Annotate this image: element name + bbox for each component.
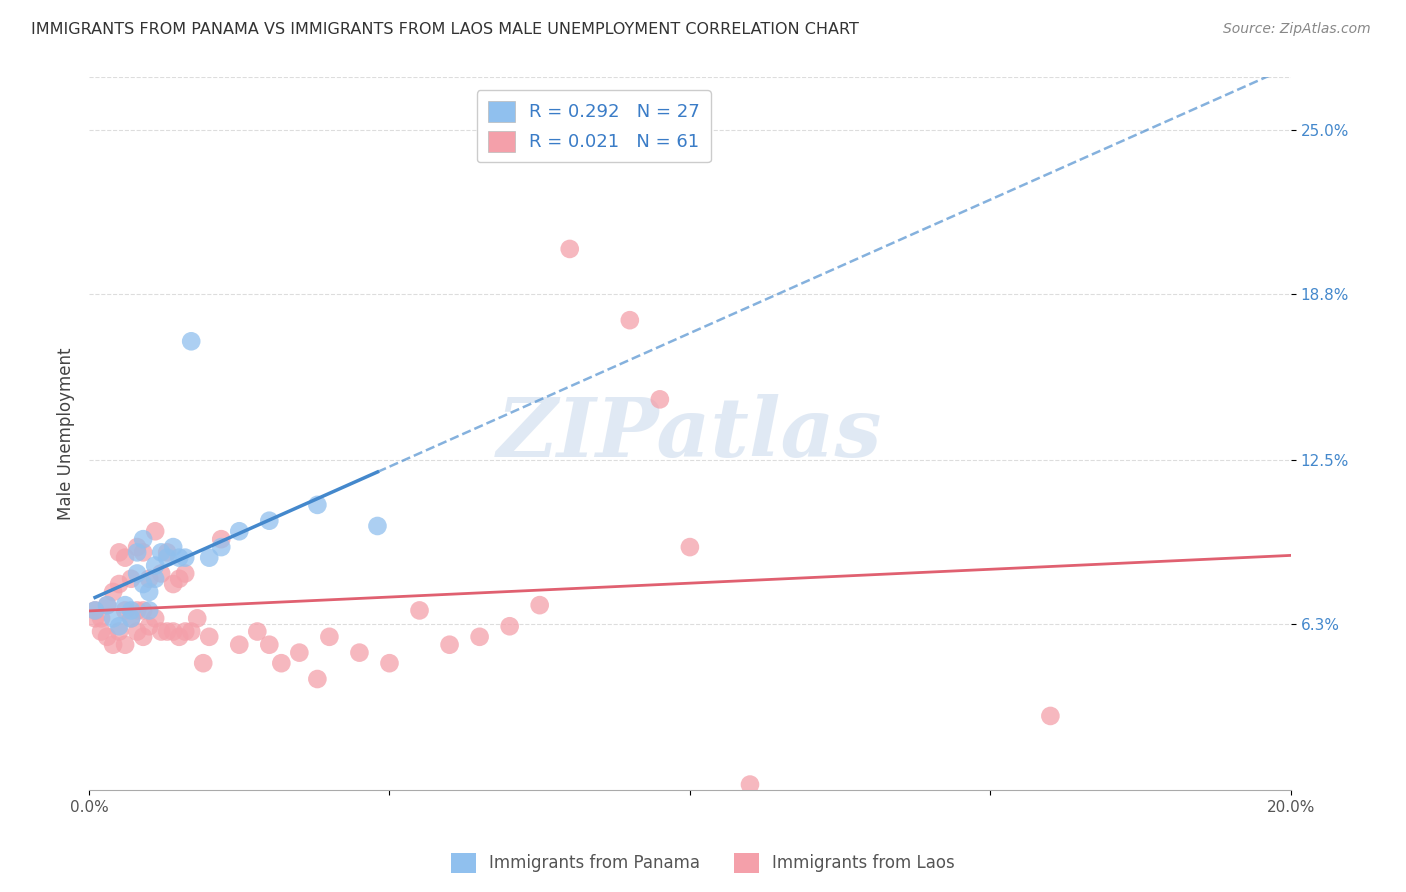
Point	[619, 313, 641, 327]
Point	[246, 624, 269, 639]
Point	[259, 514, 281, 528]
Point	[186, 611, 208, 625]
Point	[167, 572, 190, 586]
Point	[468, 630, 491, 644]
Point	[127, 624, 149, 639]
Point	[270, 656, 292, 670]
Point	[90, 624, 112, 639]
Point	[108, 619, 131, 633]
Point	[679, 540, 702, 554]
Point	[378, 656, 401, 670]
Point	[318, 630, 340, 644]
Text: ZIPatlas: ZIPatlas	[498, 393, 883, 474]
Point	[101, 638, 124, 652]
Point	[558, 242, 581, 256]
Point	[156, 550, 179, 565]
Point	[138, 585, 160, 599]
Point	[127, 545, 149, 559]
Point	[132, 545, 155, 559]
Point	[132, 603, 155, 617]
Point	[114, 638, 136, 652]
Point	[307, 498, 329, 512]
Point	[114, 598, 136, 612]
Point	[108, 545, 131, 559]
Point	[167, 630, 190, 644]
Point	[259, 638, 281, 652]
Point	[228, 638, 250, 652]
Point	[138, 603, 160, 617]
Point	[150, 566, 173, 581]
Point	[84, 603, 107, 617]
Text: Source: ZipAtlas.com: Source: ZipAtlas.com	[1223, 22, 1371, 37]
Point	[408, 603, 430, 617]
Point	[307, 672, 329, 686]
Point	[90, 611, 112, 625]
Point	[498, 619, 520, 633]
Point	[162, 540, 184, 554]
Point	[143, 558, 166, 573]
Legend: Immigrants from Panama, Immigrants from Laos: Immigrants from Panama, Immigrants from …	[444, 847, 962, 880]
Point	[84, 603, 107, 617]
Point	[132, 577, 155, 591]
Point	[114, 603, 136, 617]
Point	[143, 611, 166, 625]
Point	[193, 656, 215, 670]
Point	[114, 550, 136, 565]
Point	[349, 646, 371, 660]
Legend: R = 0.292   N = 27, R = 0.021   N = 61: R = 0.292 N = 27, R = 0.021 N = 61	[477, 90, 711, 162]
Point	[174, 566, 197, 581]
Point	[108, 624, 131, 639]
Point	[127, 603, 149, 617]
Point	[127, 540, 149, 554]
Point	[439, 638, 461, 652]
Point	[162, 624, 184, 639]
Point	[84, 611, 107, 625]
Point	[127, 566, 149, 581]
Text: IMMIGRANTS FROM PANAMA VS IMMIGRANTS FROM LAOS MALE UNEMPLOYMENT CORRELATION CHA: IMMIGRANTS FROM PANAMA VS IMMIGRANTS FRO…	[31, 22, 859, 37]
Point	[156, 624, 179, 639]
Point	[366, 519, 388, 533]
Point	[180, 334, 202, 349]
Point	[156, 545, 179, 559]
Point	[96, 598, 118, 612]
Point	[174, 550, 197, 565]
Point	[120, 603, 142, 617]
Point	[198, 550, 221, 565]
Point	[143, 572, 166, 586]
Point	[150, 545, 173, 559]
Point	[96, 630, 118, 644]
Point	[529, 598, 551, 612]
Point	[162, 577, 184, 591]
Point	[101, 585, 124, 599]
Point	[648, 392, 671, 407]
Point	[96, 598, 118, 612]
Point	[1039, 709, 1062, 723]
Point	[738, 778, 761, 792]
Point	[150, 624, 173, 639]
Point	[209, 532, 232, 546]
Point	[138, 572, 160, 586]
Point	[132, 532, 155, 546]
Point	[108, 577, 131, 591]
Y-axis label: Male Unemployment: Male Unemployment	[58, 347, 75, 520]
Point	[228, 524, 250, 539]
Point	[143, 524, 166, 539]
Point	[132, 630, 155, 644]
Point	[209, 540, 232, 554]
Point	[180, 624, 202, 639]
Point	[101, 611, 124, 625]
Point	[288, 646, 311, 660]
Point	[120, 611, 142, 625]
Point	[167, 550, 190, 565]
Point	[120, 572, 142, 586]
Point	[174, 624, 197, 639]
Point	[198, 630, 221, 644]
Point	[120, 611, 142, 625]
Point	[138, 619, 160, 633]
